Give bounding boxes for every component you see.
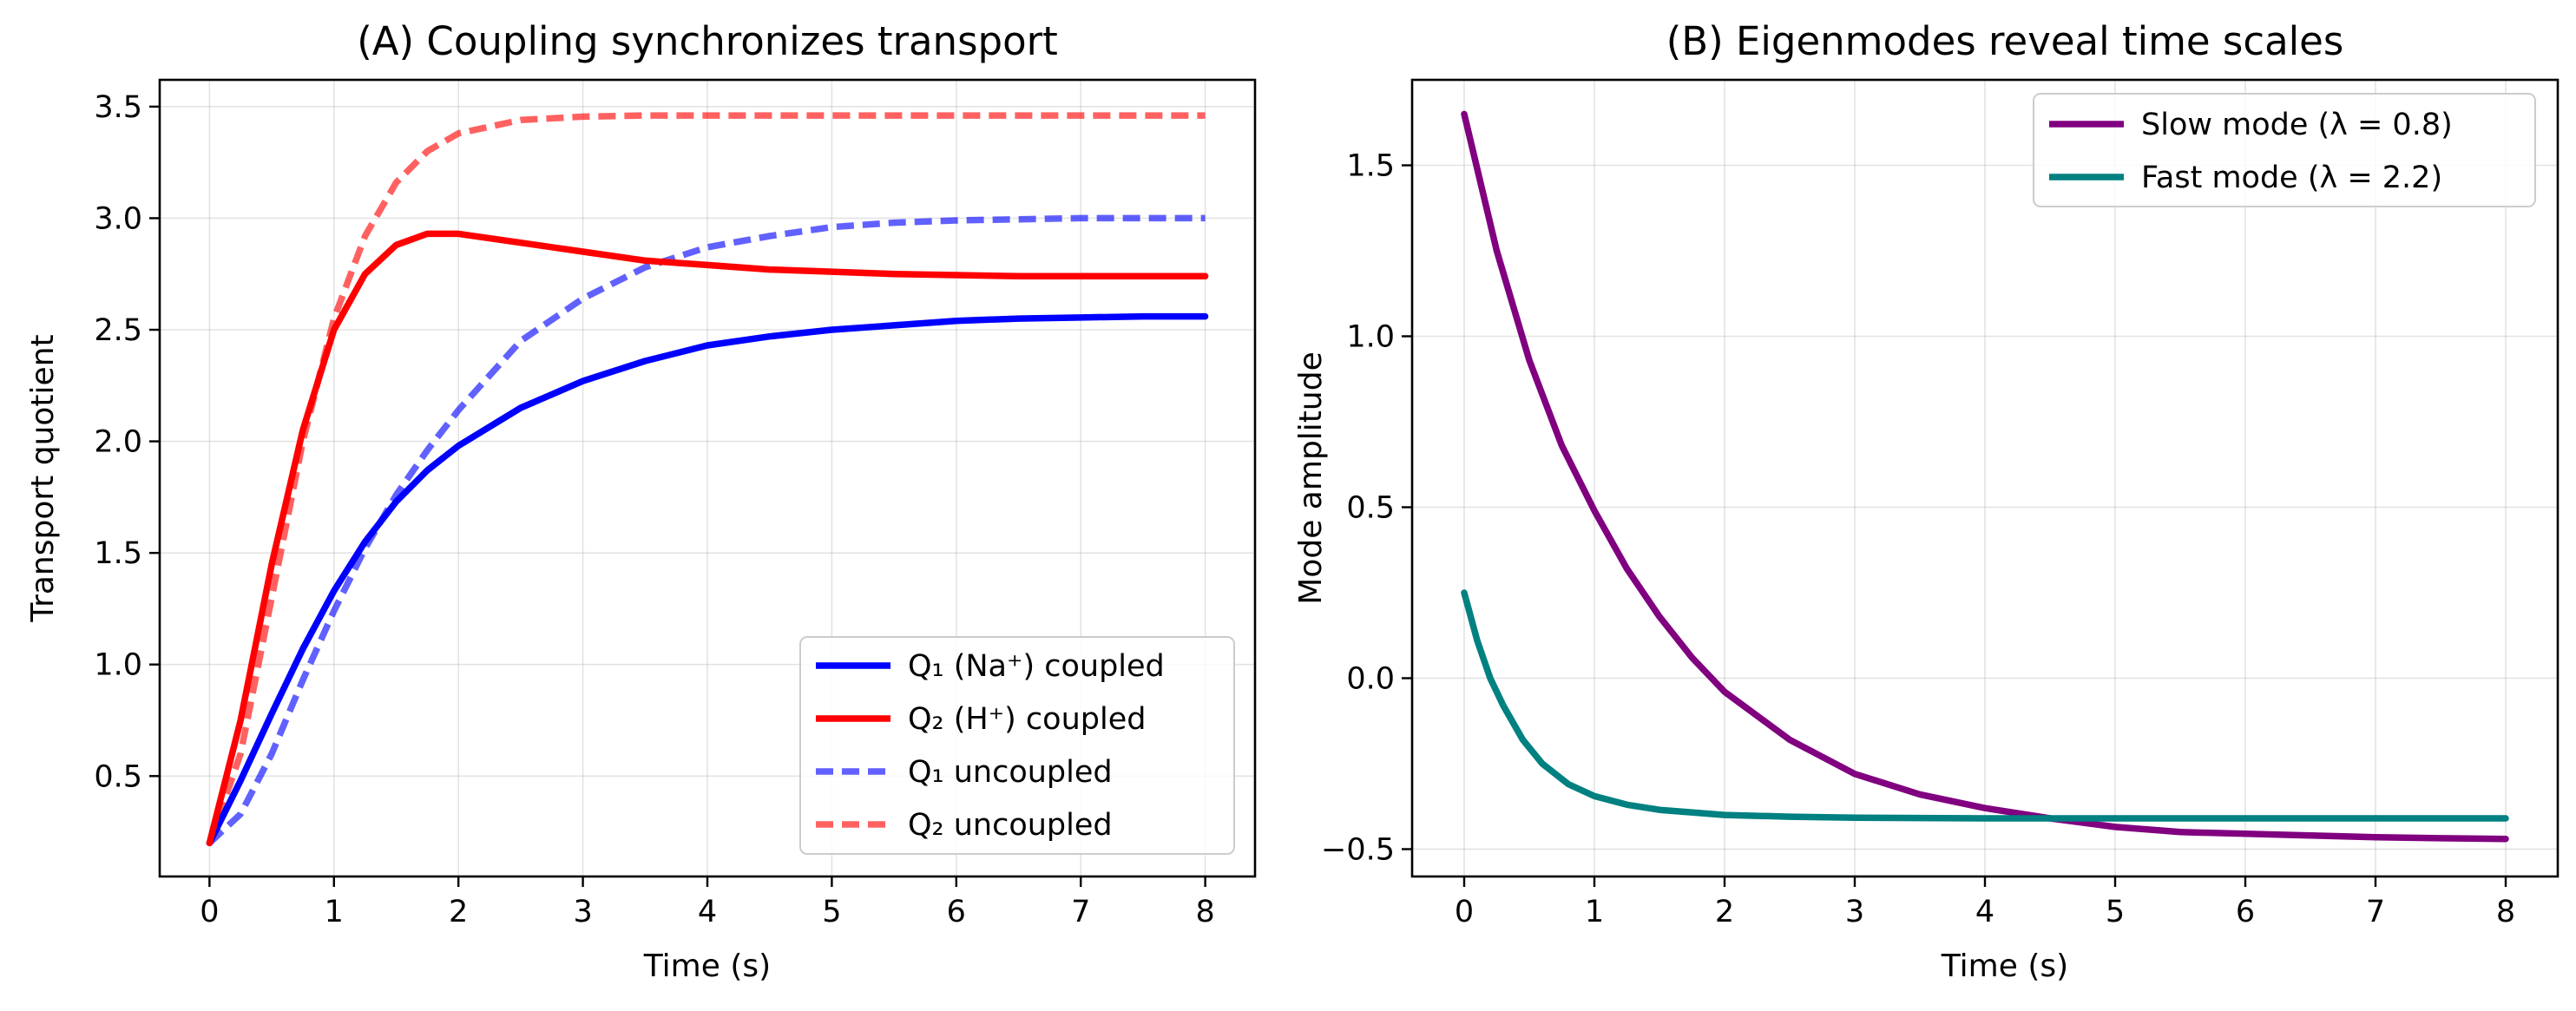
panel-a-grid: [160, 80, 1255, 876]
panel-a-legend-box: [799, 636, 1235, 855]
panel-a-xtick-label: 6: [947, 895, 966, 929]
panel-b-xtick-label: 2: [1715, 895, 1734, 929]
panel-a-ytick-label: 2.0: [94, 425, 142, 460]
panel-a-xtick-label: 0: [200, 895, 219, 929]
panel-b-xtick-label: 1: [1585, 895, 1604, 929]
panel-a-xtick-label: 1: [325, 895, 344, 929]
panel-a-ytick-label: 2.5: [94, 313, 142, 348]
panel-b-ytick-label: 0.0: [1346, 661, 1395, 696]
panel-b-xlabel: Time (s): [1941, 949, 2068, 984]
panel-a-ytick-label: 1.0: [94, 648, 142, 683]
panel-a-title: (A) Coupling synchronizes transport: [357, 18, 1058, 64]
series-q-na-coupled: [206, 312, 1209, 847]
series-slow-mode-0-8: [1461, 110, 2509, 843]
panel-b-xtick-label: 7: [2366, 895, 2385, 929]
panel-a-xlabel: Time (s): [643, 949, 771, 984]
panel-b-legend: Slow mode (λ = 0.8) Fast mode (λ = 2.2): [2033, 93, 2536, 207]
panel-a-xtick-label: 4: [698, 895, 717, 929]
panel-b-xtick-label: 8: [2496, 895, 2515, 929]
panel-b-ytick-label: 0.5: [1346, 490, 1395, 525]
legend-label-fast-mode-2-2: Fast mode (λ = 2.2): [2141, 161, 2442, 195]
panel-b-xtick-label: 4: [1975, 895, 1994, 929]
panel-b-series: [1461, 110, 2509, 843]
panel-a-xtick-label: 8: [1195, 895, 1214, 929]
panel-b-ytick-label: 1.0: [1346, 319, 1395, 354]
panel-a-ticks: 0 1 2 3 4 5 6 7 8 0.5 1.0 1.5 2.0 2.5 3.0 3.5: [94, 90, 1214, 929]
panel-a: 0 1 2 3 4 5 6 7 8 0.5 1.0 1.5 2.0 2.5 3.0 3.5 (A) Coupl…: [25, 18, 1257, 984]
panel-b-ticks: 0 1 2 3 4 5 6 7 8 −0.5 0.0 0.5 1.0 1.5: [1321, 148, 2515, 929]
series-fast-mode-2-2: [1461, 589, 2509, 822]
panel-b-xtick-label: 6: [2236, 895, 2255, 929]
legend-label-q-uncoupled: Q₂ uncoupled: [908, 808, 1113, 843]
panel-b-xtick-label: 5: [2106, 895, 2125, 929]
panel-b-ytick-label: 1.5: [1346, 148, 1395, 183]
panel-a-ytick-label: 3.0: [94, 201, 142, 236]
panel-b-legend-box: [2033, 93, 2536, 207]
series-q-uncoupled: [206, 112, 1206, 844]
legend-label-slow-mode-0-8: Slow mode (λ = 0.8): [2141, 108, 2453, 142]
panel-b-xtick-label: 3: [1845, 895, 1864, 929]
panel-a-ytick-label: 1.5: [94, 536, 142, 571]
panel-b-ytick-label: −0.5: [1321, 832, 1395, 867]
legend-label-q-uncoupled: Q₁ uncoupled: [908, 755, 1113, 790]
series-q-h-coupled: [206, 230, 1209, 847]
panel-b-title: (B) Eigenmodes reveal time scales: [1666, 18, 2344, 64]
panel-a-xtick-label: 3: [573, 895, 592, 929]
legend-label-q-na-coupled: Q₁ (Na⁺) coupled: [908, 649, 1165, 684]
panel-a-xtick-label: 5: [822, 895, 841, 929]
panel-a-ylabel: Transport quotient: [25, 334, 61, 622]
panel-a-ytick-label: 0.5: [94, 759, 142, 794]
panel-a-xtick-label: 7: [1071, 895, 1090, 929]
panel-a-series: [206, 112, 1209, 847]
panel-a-ytick-label: 3.5: [94, 90, 142, 125]
panel-b-xtick-label: 0: [1455, 895, 1474, 929]
legend-label-q-h-coupled: Q₂ (H⁺) coupled: [908, 702, 1146, 737]
panel-b: 0 1 2 3 4 5 6 7 8 −0.5 0.0 0.5 1.0 1.5 (B) Eigenmodes…: [1293, 18, 2560, 984]
panel-a-legend: Q₁ (Na⁺) coupled Q₂ (H⁺) coupled Q₁ uncoup…: [799, 636, 1235, 855]
series-q-uncoupled: [207, 214, 1206, 846]
panel-b-ylabel: Mode amplitude: [1293, 351, 1329, 604]
panel-a-xtick-label: 2: [449, 895, 468, 929]
